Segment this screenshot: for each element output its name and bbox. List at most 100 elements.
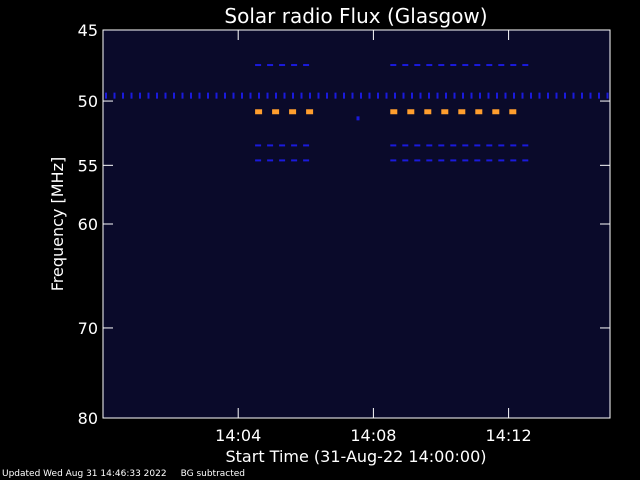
- band-mark: [255, 144, 262, 147]
- band-mark: [130, 92, 133, 99]
- band-mark: [510, 144, 517, 147]
- band-mark: [572, 92, 575, 99]
- bg-note: BG subtracted: [180, 469, 246, 479]
- band-mark: [450, 144, 457, 147]
- band-mark: [462, 64, 469, 67]
- band-mark: [424, 109, 432, 115]
- band-mark: [266, 92, 269, 99]
- band-mark: [462, 92, 464, 99]
- band-mark: [426, 144, 433, 147]
- band-mark: [474, 144, 481, 147]
- band-mark: [283, 92, 286, 99]
- band-mark: [215, 92, 218, 99]
- band-mark: [510, 64, 517, 67]
- band-mark: [492, 109, 500, 115]
- band-mark: [426, 159, 433, 162]
- band-mark: [255, 64, 262, 67]
- band-mark: [436, 92, 439, 99]
- band-mark: [509, 109, 517, 115]
- plot-area: [103, 30, 610, 418]
- band-mark: [173, 92, 175, 99]
- band-mark: [272, 109, 280, 115]
- band-mark: [438, 159, 445, 162]
- band-mark: [414, 144, 421, 147]
- band-mark: [450, 159, 457, 162]
- band-mark: [279, 144, 286, 147]
- band-mark: [581, 92, 583, 99]
- band-mark: [407, 109, 415, 115]
- band-mark: [291, 159, 298, 162]
- band-mark: [181, 92, 184, 99]
- band-mark: [303, 144, 310, 147]
- band-mark: [402, 64, 409, 67]
- band-mark: [402, 159, 409, 162]
- band-mark: [475, 109, 483, 115]
- band-mark: [390, 144, 397, 147]
- band-mark: [498, 64, 505, 67]
- band-mark: [479, 92, 481, 99]
- band-mark: [419, 92, 422, 99]
- band-mark: [291, 144, 298, 147]
- band-mark: [606, 92, 609, 99]
- band-mark: [462, 159, 469, 162]
- band-mark: [564, 92, 566, 99]
- band-mark: [164, 92, 167, 99]
- band-mark: [303, 64, 310, 67]
- y-tick-label: 50: [78, 92, 98, 111]
- band-mark: [438, 64, 445, 67]
- band-mark: [598, 92, 600, 99]
- band-mark: [343, 92, 345, 99]
- band-mark: [360, 92, 362, 99]
- y-tick-label: 70: [78, 319, 98, 338]
- band-mark: [390, 109, 398, 115]
- band-mark: [441, 109, 449, 115]
- band-mark: [306, 109, 314, 115]
- band-mark: [474, 64, 481, 67]
- band-mark: [510, 159, 517, 162]
- band-mark: [402, 92, 405, 99]
- footer: Updated Wed Aug 31 14:46:33 2022 BG subtr…: [2, 469, 259, 479]
- x-tick-label: 14:08: [350, 426, 396, 445]
- band-mark: [255, 109, 263, 115]
- band-mark: [428, 92, 430, 99]
- band-mark: [458, 109, 466, 115]
- band-mark: [190, 92, 192, 99]
- band-mark: [453, 92, 456, 99]
- band-mark: [326, 92, 328, 99]
- x-axis-ticks: 14:04 14:08 14:12: [215, 30, 532, 445]
- band-mark: [547, 92, 549, 99]
- band-mark: [538, 92, 541, 99]
- chart-title: Solar radio Flux (Glasgow): [224, 4, 487, 28]
- band-mark: [486, 64, 493, 67]
- band-mark: [522, 144, 529, 147]
- band-mark: [291, 64, 298, 67]
- band-mark: [356, 116, 360, 121]
- band-mark: [232, 92, 235, 99]
- band-mark: [207, 92, 209, 99]
- band-mark: [258, 92, 260, 99]
- band-mark: [402, 144, 409, 147]
- band-mark: [385, 92, 388, 99]
- band-mark: [317, 92, 320, 99]
- y-axis-ticks: 45 50 55 60 70 80: [78, 21, 610, 428]
- band-mark: [198, 92, 201, 99]
- band-mark: [513, 92, 515, 99]
- band-mark: [486, 159, 493, 162]
- emission-bands: [105, 64, 609, 162]
- band-mark: [292, 92, 294, 99]
- band-mark: [487, 92, 490, 99]
- band-mark: [267, 64, 274, 67]
- band-mark: [414, 64, 421, 67]
- band-mark: [249, 92, 252, 99]
- band-mark: [241, 92, 243, 99]
- band-mark: [303, 159, 310, 162]
- band-mark: [521, 92, 524, 99]
- band-mark: [139, 92, 141, 99]
- band-mark: [289, 109, 297, 115]
- band-mark: [530, 92, 532, 99]
- band-mark: [300, 92, 303, 99]
- band-mark: [474, 159, 481, 162]
- band-mark: [522, 64, 529, 67]
- band-mark: [498, 159, 505, 162]
